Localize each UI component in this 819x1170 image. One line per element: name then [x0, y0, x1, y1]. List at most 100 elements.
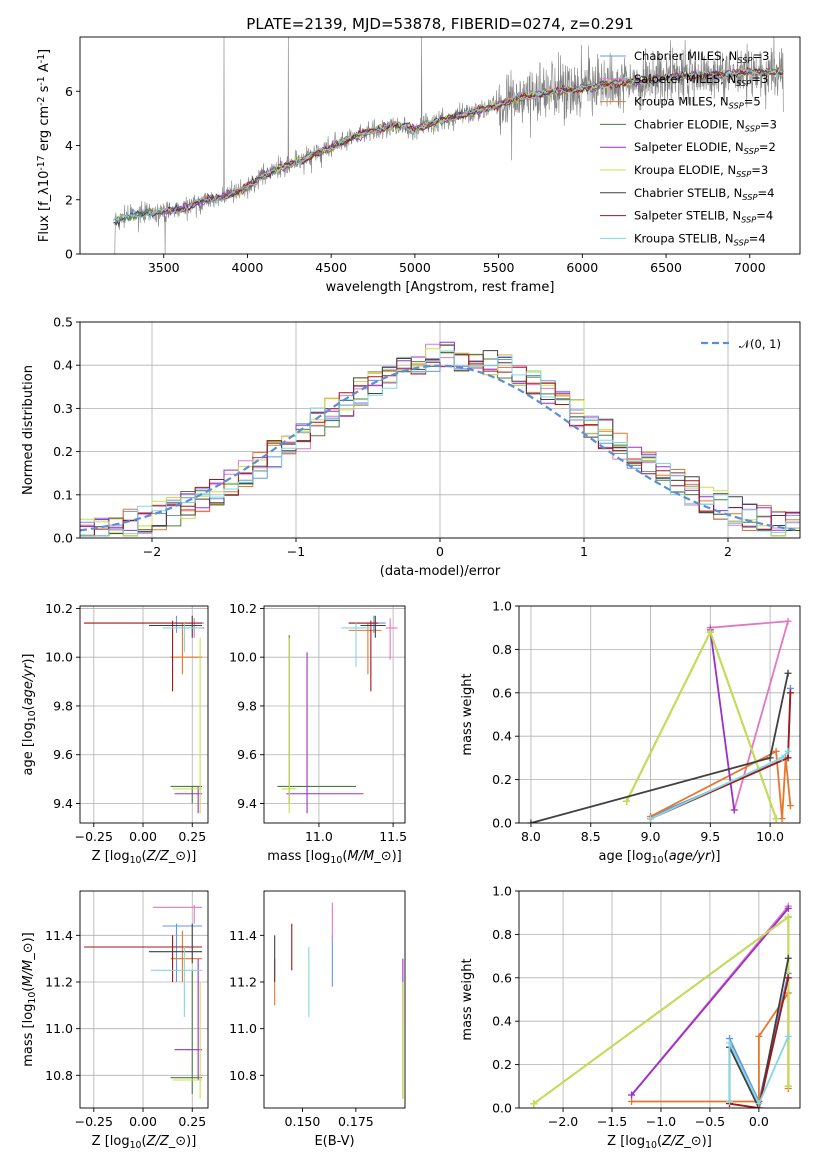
residuals-y-tick-label: 0.2 [53, 444, 73, 459]
mass-weight-marker [772, 815, 780, 823]
age-vs-mass-x-tick-label: 11.5 [379, 829, 407, 844]
mass-vs-EBV-x-tick-label: 0.175 [338, 1114, 374, 1129]
mass-weight-marker [530, 1100, 538, 1108]
model-spectrum-line [113, 67, 784, 222]
legend-entry: Chabrier MILES, NSSP=3 [634, 49, 769, 65]
mass-weight-line [709, 629, 736, 811]
age-vs-mass-plot-area [277, 615, 398, 814]
residuals-x-tick-label: −1 [287, 544, 305, 559]
weight-vs-Z-plot-area [530, 902, 792, 1108]
mass-weight-marker [772, 747, 780, 755]
legend-entry: Kroupa STELIB, NSSP=4 [634, 231, 766, 247]
mass-vs-Z-y-tick-label: 11.4 [45, 928, 73, 943]
weight-vs-age-y-tick-label: 1.0 [492, 599, 512, 614]
mass-vs-Z-y-tick-label: 11.0 [45, 1021, 73, 1036]
weight-vs-age-y-axis-label: mass weight [460, 673, 475, 755]
legend-entry: Kroupa MILES, NSSP=5 [634, 95, 761, 111]
age-vs-mass-y-tick-label: 9.8 [237, 698, 257, 713]
mass-weight-line [630, 907, 789, 1096]
mass-weight-line [729, 977, 790, 1108]
weight-vs-age-x-tick-label: 9.0 [641, 829, 661, 844]
age-vs-Z-frame [79, 605, 209, 824]
weight-vs-Z-x-tick-label: 0.0 [749, 1114, 769, 1129]
spectrum-legend: Chabrier MILES, NSSP=3 Salpeter MILES, NS… [600, 49, 777, 247]
age-vs-mass-y-tick-label: 10.2 [229, 601, 257, 616]
mass-weight-line [530, 673, 789, 823]
weight-vs-Z-x-axis-label: Z [log10(Z/Z_⊙)] [607, 1134, 712, 1151]
mass-weight-marker [647, 815, 655, 823]
residuals-x-tick-label: 2 [724, 544, 732, 559]
age-vs-mass-y-tick-label: 10.0 [229, 650, 257, 665]
legend-entry: Chabrier ELODIE, NSSP=3 [634, 117, 777, 133]
age-vs-Z-y-tick-label: 9.8 [53, 698, 73, 713]
mass-weight-marker [784, 913, 792, 921]
weight-vs-Z-x-tick-label: −0.5 [695, 1114, 725, 1129]
legend-entry: Salpeter ELODIE, NSSP=2 [634, 140, 776, 156]
mass-weight-marker [784, 754, 792, 762]
residuals-axes: −2 −1 0 1 2 0.0 0.1 0.2 0.3 0.4 0.5 (data-model)/er… [21, 315, 800, 579]
spectrum-x-tick-label: 7000 [734, 260, 766, 275]
mass-weight-marker [726, 1097, 734, 1105]
spectrum-x-tick-label: 3500 [148, 260, 180, 275]
residuals-y-tick-label: 0.0 [53, 531, 73, 546]
mass-vs-Z-axes: −0.25 0.00 0.25 10.8 11.0 11.2 11.4 Z [log10(Z/… [21, 891, 208, 1151]
spectrum-x-tick-label: 6000 [566, 260, 598, 275]
legend-entry: Chabrier STELIB, NSSP=4 [634, 186, 774, 202]
mass-weight-marker [628, 1097, 636, 1105]
residuals-x-tick-label: −2 [143, 544, 161, 559]
residuals-y-tick-label: 0.3 [53, 401, 73, 416]
age-vs-mass-y-tick-label: 9.4 [237, 796, 257, 811]
mass-weight-marker [784, 974, 792, 982]
mass-vs-Z-plot-area [83, 905, 203, 1099]
weight-vs-Z-y-tick-label: 0.0 [492, 1101, 512, 1116]
age-vs-Z-y-tick-label: 10.2 [45, 601, 73, 616]
weight-vs-age-x-tick-label: 8.5 [581, 829, 601, 844]
mass-weight-marker [755, 1032, 763, 1040]
mass-vs-Z-x-tick-label: 0.25 [178, 1114, 206, 1129]
spectrum-x-tick-label: 5500 [483, 260, 515, 275]
weight-vs-age-y-tick-label: 0.4 [492, 729, 512, 744]
legend-entry: Salpeter STELIB, NSSP=4 [634, 209, 773, 225]
spectrum-y-tick-label: 2 [65, 192, 73, 207]
residuals-plot-area [80, 341, 800, 537]
mass-vs-Z-y-tick-label: 11.2 [45, 975, 73, 990]
spectrum-y-tick-label: 6 [65, 84, 73, 99]
mass-weight-marker [623, 797, 631, 805]
age-vs-Z-plot-area [83, 615, 205, 814]
figure-title: PLATE=2139, MJD=53878, FIBERID=0274, z=0… [246, 15, 633, 33]
mass-vs-Z-x-tick-label: 0.00 [129, 1114, 157, 1129]
weight-vs-Z-y-tick-label: 0.4 [492, 1014, 512, 1029]
weight-vs-Z-x-tick-label: −1.5 [597, 1114, 627, 1129]
weight-vs-Z-y-tick-label: 0.2 [492, 1057, 512, 1072]
residuals-y-tick-label: 0.1 [53, 487, 73, 502]
age-vs-Z-x-axis-label: Z [log10(Z/Z_⊙)] [92, 849, 197, 866]
weight-vs-Z-x-tick-label: −1.0 [646, 1114, 676, 1129]
mass-weight-marker [706, 628, 714, 636]
mass-vs-Z-x-axis-label: Z [log10(Z/Z_⊙)] [92, 1134, 197, 1151]
spectrum-x-tick-label: 4000 [232, 260, 264, 275]
weight-vs-age-x-tick-label: 8.0 [521, 829, 541, 844]
spectrum-x-tick-label: 6500 [650, 260, 682, 275]
mass-vs-Z-frame [79, 890, 209, 1109]
gaussian-reference-curve [80, 364, 800, 532]
spectrum-x-axis-label: wavelength [Angstrom, rest frame] [326, 280, 555, 295]
residuals-x-tick-label: 0 [436, 544, 444, 559]
weight-vs-Z-y-tick-label: 0.8 [492, 927, 512, 942]
residuals-frame [79, 321, 801, 539]
weight-vs-age-x-tick-label: 9.5 [700, 829, 720, 844]
weight-vs-age-x-tick-label: 10.0 [756, 829, 784, 844]
spectrum-y-tick-label: 0 [65, 247, 73, 262]
legend-entry: Kroupa ELODIE, NSSP=3 [634, 163, 768, 179]
residuals-y-tick-label: 0.4 [53, 358, 73, 373]
mass-weight-marker [784, 904, 792, 912]
age-vs-mass-frame [263, 605, 406, 824]
mass-vs-EBV-frame [263, 890, 406, 1109]
weight-vs-age-y-tick-label: 0.8 [492, 642, 512, 657]
mass-vs-EBV-y-tick-label: 11.0 [229, 1021, 257, 1036]
age-vs-Z-x-tick-label: −0.25 [75, 829, 113, 844]
weight-vs-age-x-axis-label: age [log10(age/yr)] [598, 849, 720, 866]
mass-vs-EBV-y-tick-label: 10.8 [229, 1068, 257, 1083]
mass-weight-marker [527, 819, 535, 823]
age-vs-mass-axes: 11.0 11.5 9.4 9.6 9.8 10.0 10.2 mass [log10(M/M… [229, 601, 407, 866]
mass-weight-marker [755, 1100, 763, 1108]
